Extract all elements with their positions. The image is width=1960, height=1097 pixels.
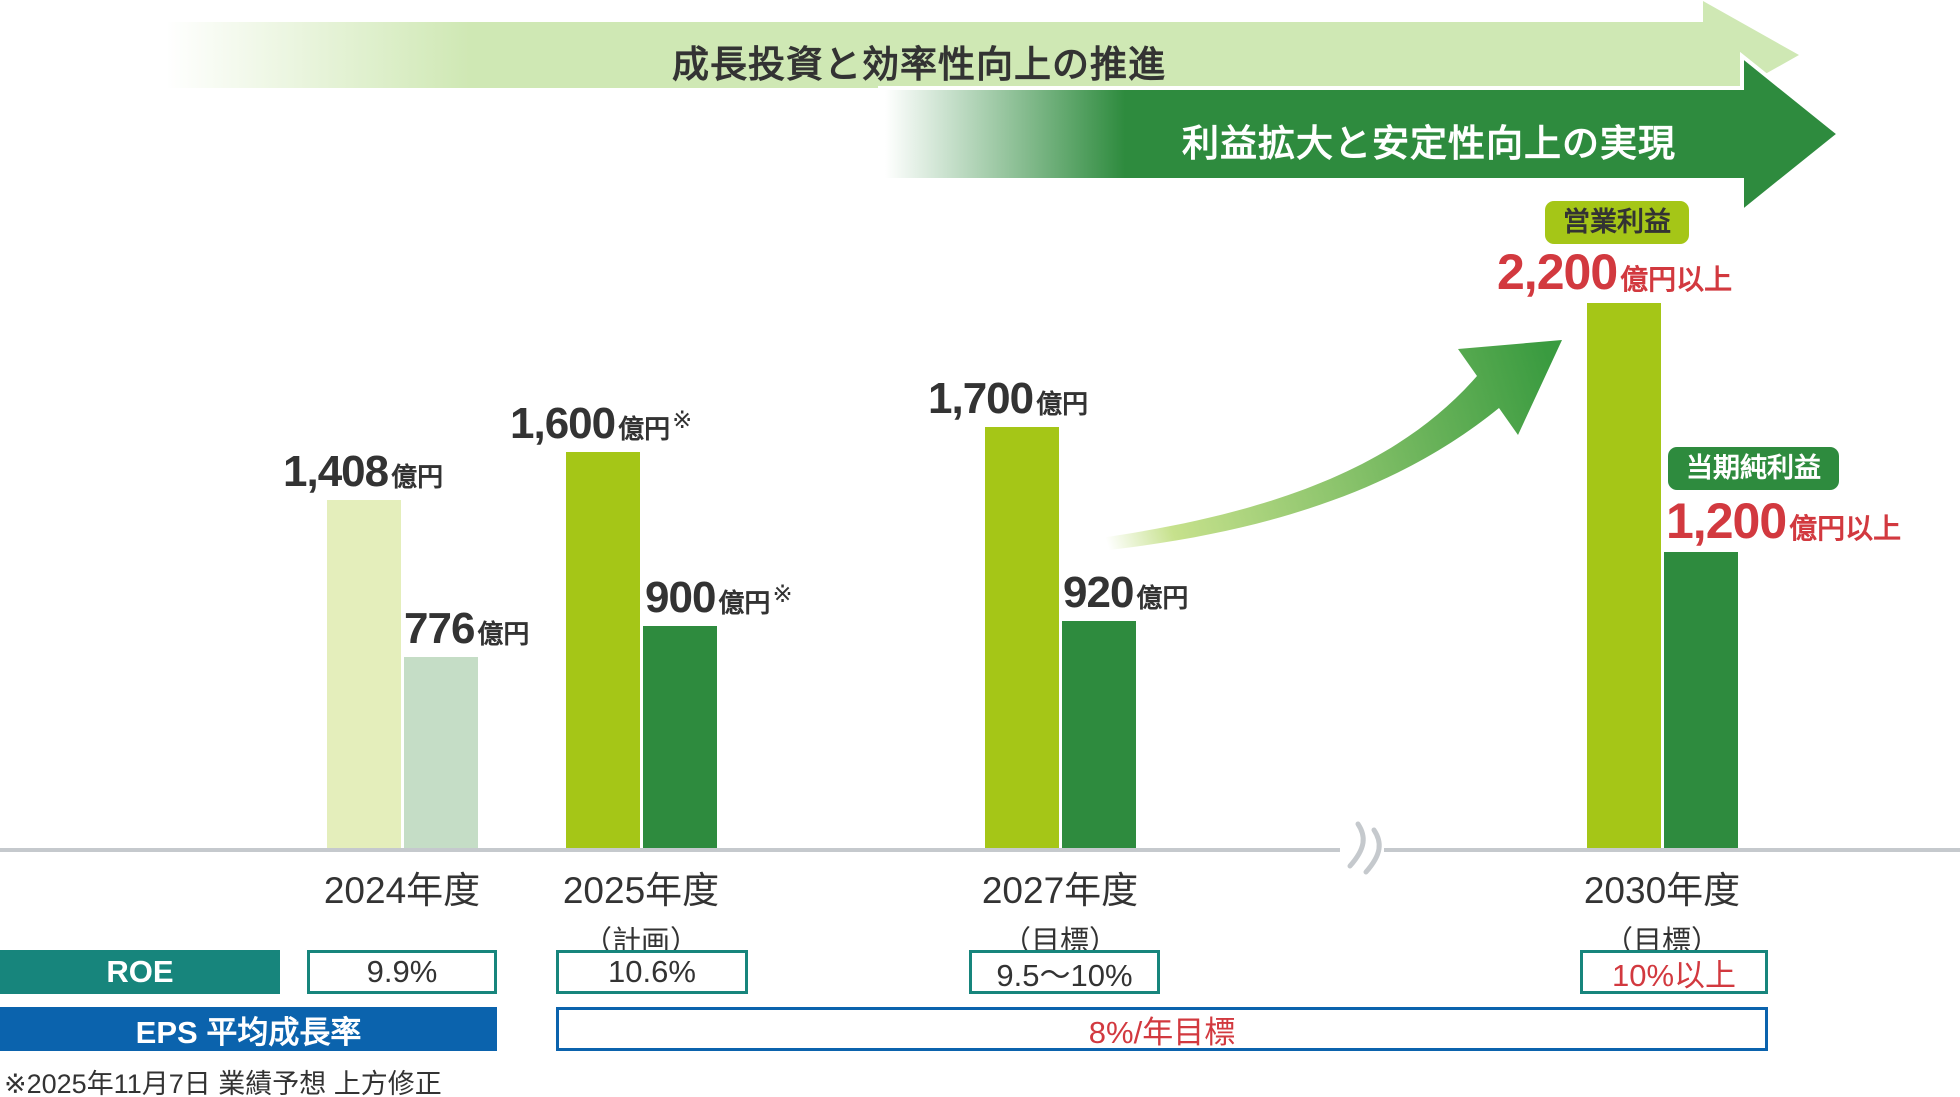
- value-label-operating-2025年度: 1,600 億円※: [510, 402, 692, 446]
- value-label-operating-2027年度: 1,700 億円: [928, 377, 1088, 421]
- x-label-year: 2025年度: [562, 870, 720, 911]
- bar-operating-2027年度: [984, 427, 1059, 850]
- bar-net-2027年度: [1061, 621, 1136, 850]
- banner-growth-text: 成長投資と効率性向上の推進: [672, 44, 1166, 85]
- value-unit: 億円: [1036, 389, 1089, 419]
- value-unit: 億円: [618, 414, 671, 444]
- value-number: 1,200: [1666, 493, 1787, 549]
- roe-row-label: ROE: [0, 950, 280, 994]
- value-number: 2,200: [1497, 244, 1618, 300]
- x-axis-line: [0, 848, 1960, 852]
- bar-net-2030年度: [1663, 552, 1738, 850]
- value-unit: 億円: [391, 462, 444, 492]
- x-label-year: 2027年度: [981, 870, 1139, 911]
- value-label-net-2027年度: 920 億円: [1063, 571, 1188, 615]
- value-label-net-2024年度: 776 億円: [404, 607, 529, 651]
- roe-value-2027: 9.5〜10%: [969, 950, 1160, 994]
- eps-growth-target-value: 8%/年目標: [556, 1007, 1768, 1051]
- axis-break-icon: [1340, 821, 1384, 875]
- growth-banner-arrow: [168, 1, 1799, 109]
- profit-banner-arrow: [878, 51, 1843, 217]
- value-unit: 億円以上: [1789, 513, 1902, 544]
- value-unit: 億円: [1136, 583, 1189, 613]
- value-number: 1,700: [928, 374, 1034, 423]
- value-number: 1,600: [510, 399, 616, 448]
- bar-net-2025年度: [642, 626, 717, 850]
- bar-operating-2025年度: [565, 452, 640, 850]
- operating-profit-badge: 営業利益: [1545, 201, 1689, 244]
- net-profit-badge: 当期純利益: [1668, 447, 1839, 490]
- value-label-operating-2024年度: 1,408 億円: [283, 450, 443, 494]
- eps-row-label: EPS 平均成長率: [0, 1007, 497, 1051]
- value-label-operating-2030年度: 2,200 億円以上: [1497, 247, 1732, 297]
- banner-profit-text: 利益拡大と安定性向上の実現: [1182, 123, 1676, 164]
- roe-value-2024: 9.9%: [307, 950, 497, 994]
- value-number: 776: [404, 604, 475, 653]
- value-unit: 億円: [477, 619, 530, 649]
- banner-arrows: [168, 1, 1843, 217]
- value-number: 1,408: [283, 447, 389, 496]
- footnote-refmark: ※: [772, 581, 793, 608]
- x-axis-label-2030年度: 2030年度 （目標）: [1584, 860, 1740, 960]
- x-label-year: 2024年度: [323, 870, 481, 911]
- value-unit: 億円: [718, 588, 771, 618]
- value-unit: 億円以上: [1620, 264, 1733, 295]
- value-label-net-2025年度: 900 億円※: [645, 576, 793, 620]
- footnote-refmark: ※: [672, 407, 693, 434]
- roe-value-2025: 10.6%: [556, 950, 748, 994]
- x-axis-label-2024年度: 2024年度: [324, 860, 480, 914]
- value-number: 920: [1063, 568, 1134, 617]
- bar-net-2024年度: [403, 657, 478, 850]
- value-number: 900: [645, 573, 716, 622]
- footnote: ※2025年11月7日 業績予想 上方修正: [4, 1069, 442, 1097]
- value-label-net-2030年度: 1,200 億円以上: [1666, 496, 1901, 546]
- roe-value-2030: 10%以上: [1580, 950, 1768, 994]
- x-axis-label-2025年度: 2025年度 （計画）: [563, 860, 719, 960]
- x-axis-label-2027年度: 2027年度 （目標）: [982, 860, 1138, 960]
- bar-operating-2030年度: [1586, 303, 1661, 850]
- x-label-year: 2030年度: [1583, 870, 1741, 911]
- bar-operating-2024年度: [326, 500, 401, 850]
